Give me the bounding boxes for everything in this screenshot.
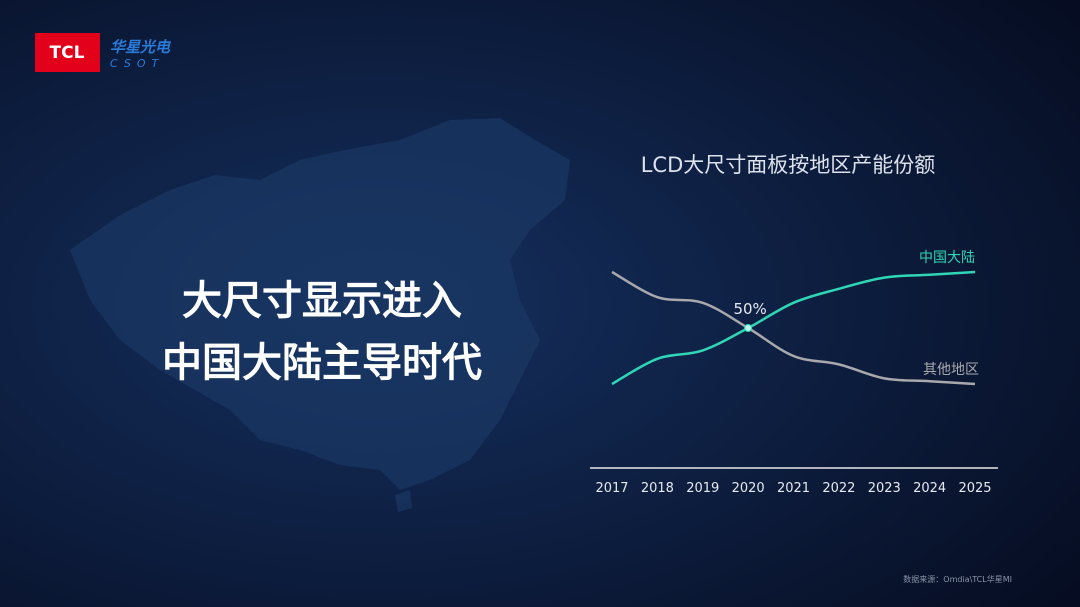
x-tick-label: 2022: [822, 481, 855, 496]
china-map: [70, 118, 570, 490]
x-tick-label: 2017: [595, 481, 628, 496]
x-tick-label: 2023: [868, 481, 901, 496]
series-line: [611, 270, 976, 386]
logo-name: 华星光电: [110, 38, 171, 56]
logo-sub: CSOT: [110, 57, 164, 70]
x-tick-label: 2020: [732, 481, 765, 496]
x-tick-label: 2025: [958, 481, 991, 496]
x-tick-label: 2018: [641, 481, 674, 496]
headline: 中国大陆主导时代: [162, 340, 482, 386]
x-tick-label: 2021: [777, 481, 810, 496]
legend-label: 中国大陆: [919, 250, 975, 266]
annotation: 50%: [733, 300, 766, 318]
logo-badge: [35, 33, 100, 72]
source-note: 数据来源：Omdia\TCL华星MI: [903, 574, 1012, 584]
headline: 大尺寸显示进入: [182, 278, 462, 324]
chart-title: LCD大尺寸面板按地区产能份额: [641, 153, 936, 177]
x-tick-label: 2019: [686, 481, 719, 496]
x-tick-label: 2024: [913, 481, 946, 496]
cross-point: [744, 324, 753, 332]
series-line: [611, 270, 976, 386]
logo-brand: TCL: [50, 43, 85, 63]
legend-label: 其他地区: [923, 362, 979, 378]
hainan: [395, 490, 412, 512]
